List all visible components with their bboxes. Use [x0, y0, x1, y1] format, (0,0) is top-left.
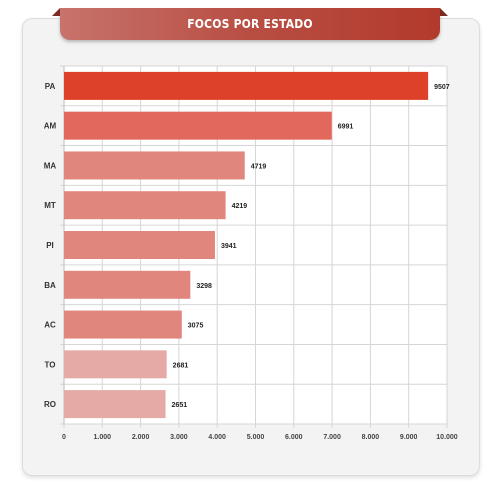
category-label: RO: [44, 400, 56, 409]
category-label: AM: [44, 122, 57, 131]
data-label: 3075: [188, 323, 204, 330]
x-tick-label: 6.000: [285, 434, 303, 441]
x-tick-label: 0: [62, 434, 66, 441]
data-label: 3941: [221, 243, 237, 250]
bar: [64, 151, 245, 179]
category-label: AC: [44, 321, 56, 330]
bar: [64, 390, 166, 418]
bar: [64, 271, 190, 299]
data-label: 2651: [172, 402, 188, 409]
category-label: PA: [45, 82, 56, 91]
x-tick-label: 9.000: [400, 434, 418, 441]
x-tick-label: 4.000: [208, 434, 226, 441]
x-tick-label: 2.000: [132, 434, 150, 441]
x-tick-label: 3.000: [170, 434, 188, 441]
data-label: 4219: [232, 203, 248, 210]
data-label: 4719: [251, 163, 267, 170]
data-label: 2681: [173, 362, 189, 369]
data-label: 6991: [338, 124, 354, 131]
bar: [64, 112, 332, 140]
category-label: TO: [45, 360, 56, 369]
category-label: PI: [46, 241, 54, 250]
x-tick-label: 8.000: [362, 434, 380, 441]
data-label: 3298: [196, 283, 212, 290]
category-label: MA: [44, 161, 57, 170]
bar: [64, 350, 167, 378]
bar: [64, 191, 226, 219]
x-tick-label: 5.000: [247, 434, 265, 441]
data-label: 9507: [434, 84, 450, 91]
bar: [64, 311, 182, 339]
x-tick-label: 10.000: [436, 434, 458, 441]
category-label: BA: [44, 281, 56, 290]
title-ribbon: FOCOS POR ESTADO: [60, 8, 440, 40]
bar: [64, 231, 215, 259]
x-tick-label: 1.000: [94, 434, 112, 441]
x-tick-label: 7.000: [323, 434, 341, 441]
chart-title: FOCOS POR ESTADO: [60, 8, 440, 40]
category-label: MT: [44, 201, 56, 210]
bar: [64, 72, 428, 100]
